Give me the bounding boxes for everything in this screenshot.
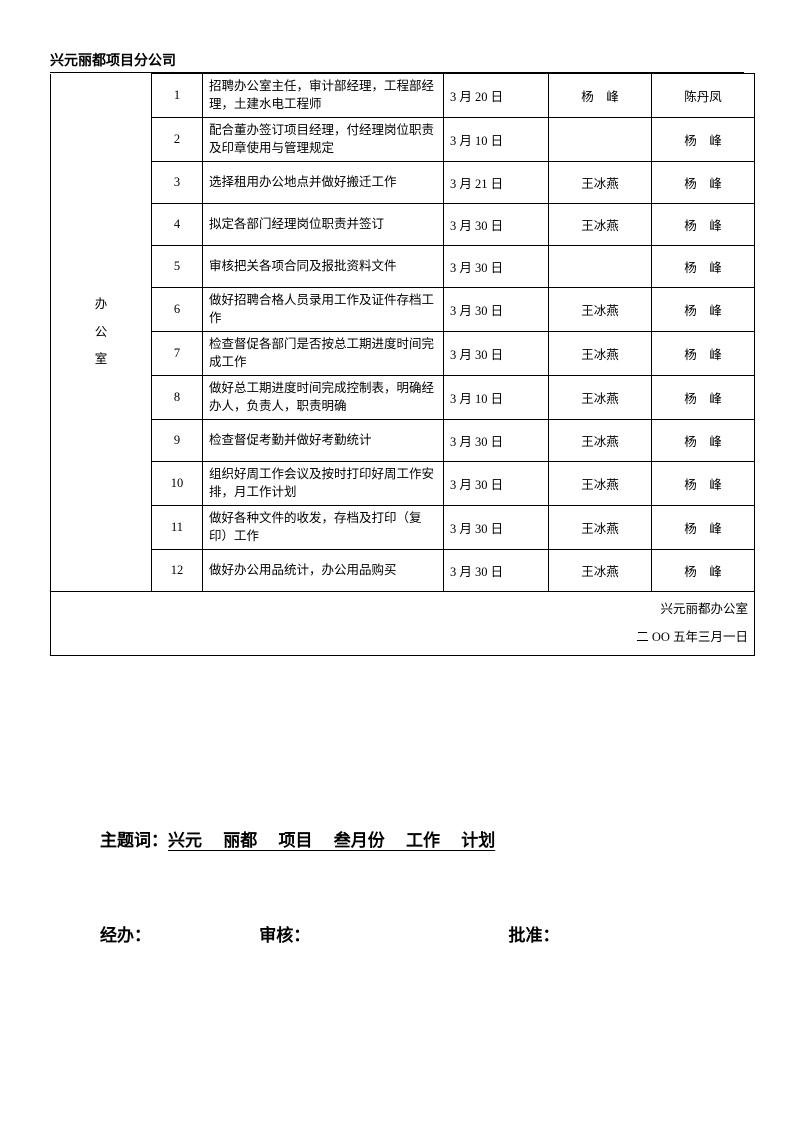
table-row: 办公室1招聘办公室主任，审计部经理，工程部经理，土建水电工程师3 月 20 日杨… <box>51 74 755 118</box>
row-person2: 杨 峰 <box>652 420 755 462</box>
table-row: 11做好各种文件的收发，存档及打印（复印）工作3 月 30 日王冰燕杨 峰 <box>51 506 755 550</box>
row-desc: 做好总工期进度时间完成控制表，明确经办人，负责人，职责明确 <box>203 376 444 420</box>
row-date: 3 月 30 日 <box>444 246 549 288</box>
row-number: 1 <box>152 74 203 118</box>
review-label: 审核： <box>259 921 504 946</box>
table-row: 5审核把关各项合同及报批资料文件3 月 30 日 杨 峰 <box>51 246 755 288</box>
row-number: 3 <box>152 162 203 204</box>
row-desc: 配合董办签订项目经理，付经理岗位职责及印章使用与管理规定 <box>203 118 444 162</box>
row-person2: 杨 峰 <box>652 332 755 376</box>
table-row: 8做好总工期进度时间完成控制表，明确经办人，负责人，职责明确3 月 10 日王冰… <box>51 376 755 420</box>
row-person1: 王冰燕 <box>549 462 652 506</box>
row-date: 3 月 30 日 <box>444 288 549 332</box>
row-number: 5 <box>152 246 203 288</box>
row-number: 10 <box>152 462 203 506</box>
row-number: 6 <box>152 288 203 332</box>
row-desc: 检查督促考勤并做好考勤统计 <box>203 420 444 462</box>
row-person1: 杨 峰 <box>549 74 652 118</box>
row-desc: 组织好周工作会议及按时打印好周工作安排，月工作计划 <box>203 462 444 506</box>
dept-cell: 办公室 <box>51 74 152 592</box>
row-number: 9 <box>152 420 203 462</box>
row-person1: 王冰燕 <box>549 162 652 204</box>
row-person2: 杨 峰 <box>652 288 755 332</box>
row-number: 11 <box>152 506 203 550</box>
row-person1: 王冰燕 <box>549 204 652 246</box>
table-row: 4拟定各部门经理岗位职责并签订3 月 30 日王冰燕杨 峰 <box>51 204 755 246</box>
row-person1: 王冰燕 <box>549 420 652 462</box>
row-desc: 拟定各部门经理岗位职责并签订 <box>203 204 444 246</box>
row-desc: 审核把关各项合同及报批资料文件 <box>203 246 444 288</box>
row-date: 3 月 10 日 <box>444 376 549 420</box>
signature-line: 经办： 审核： 批准： <box>50 921 744 946</box>
row-person2: 杨 峰 <box>652 204 755 246</box>
table-row: 9检查督促考勤并做好考勤统计3 月 30 日王冰燕杨 峰 <box>51 420 755 462</box>
row-date: 3 月 30 日 <box>444 332 549 376</box>
table-row: 10组织好周工作会议及按时打印好周工作安排，月工作计划3 月 30 日王冰燕杨 … <box>51 462 755 506</box>
row-person2: 杨 峰 <box>652 550 755 592</box>
row-person1: 王冰燕 <box>549 288 652 332</box>
table-row: 3选择租用办公地点并做好搬迁工作3 月 21 日王冰燕杨 峰 <box>51 162 755 204</box>
row-person2: 杨 峰 <box>652 162 755 204</box>
subject-text: 兴元 丽都 项目 叁月份 工作 计划 <box>168 831 495 850</box>
row-date: 3 月 30 日 <box>444 506 549 550</box>
approve-label: 批准： <box>509 921 560 946</box>
row-desc: 选择租用办公地点并做好搬迁工作 <box>203 162 444 204</box>
row-person2: 杨 峰 <box>652 462 755 506</box>
row-desc: 检查督促各部门是否按总工期进度时间完成工作 <box>203 332 444 376</box>
row-person1 <box>549 246 652 288</box>
row-date: 3 月 10 日 <box>444 118 549 162</box>
row-person1: 王冰燕 <box>549 376 652 420</box>
row-desc: 做好办公用品统计，办公用品购买 <box>203 550 444 592</box>
row-date: 3 月 30 日 <box>444 462 549 506</box>
row-person1 <box>549 118 652 162</box>
row-person2: 杨 峰 <box>652 118 755 162</box>
row-date: 3 月 21 日 <box>444 162 549 204</box>
table-row: 2配合董办签订项目经理，付经理岗位职责及印章使用与管理规定3 月 10 日 杨 峰 <box>51 118 755 162</box>
row-desc: 做好招聘合格人员录用工作及证件存档工作 <box>203 288 444 332</box>
work-plan-table: 办公室1招聘办公室主任，审计部经理，工程部经理，土建水电工程师3 月 20 日杨… <box>50 73 755 656</box>
row-date: 3 月 30 日 <box>444 550 549 592</box>
company-header: 兴元丽都项目分公司 <box>50 50 744 73</box>
row-person2: 陈丹凤 <box>652 74 755 118</box>
subject-label: 主题词： <box>100 831 168 850</box>
row-desc: 招聘办公室主任，审计部经理，工程部经理，土建水电工程师 <box>203 74 444 118</box>
table-row: 12做好办公用品统计，办公用品购买3 月 30 日王冰燕杨 峰 <box>51 550 755 592</box>
row-number: 2 <box>152 118 203 162</box>
row-date: 3 月 30 日 <box>444 420 549 462</box>
row-person1: 王冰燕 <box>549 332 652 376</box>
row-date: 3 月 30 日 <box>444 204 549 246</box>
row-person1: 王冰燕 <box>549 550 652 592</box>
row-number: 4 <box>152 204 203 246</box>
footer-org: 兴元丽都办公室 <box>57 596 748 624</box>
row-number: 8 <box>152 376 203 420</box>
table-footer-cell: 兴元丽都办公室二 OO 五年三月一日 <box>51 592 755 656</box>
table-row: 6做好招聘合格人员录用工作及证件存档工作3 月 30 日王冰燕杨 峰 <box>51 288 755 332</box>
row-number: 7 <box>152 332 203 376</box>
row-person2: 杨 峰 <box>652 376 755 420</box>
row-person2: 杨 峰 <box>652 246 755 288</box>
row-date: 3 月 20 日 <box>444 74 549 118</box>
subject-line: 主题词：兴元 丽都 项目 叁月份 工作 计划 <box>50 826 744 851</box>
footer-date: 二 OO 五年三月一日 <box>57 624 748 652</box>
row-desc: 做好各种文件的收发，存档及打印（复印）工作 <box>203 506 444 550</box>
table-footer-row: 兴元丽都办公室二 OO 五年三月一日 <box>51 592 755 656</box>
table-row: 7检查督促各部门是否按总工期进度时间完成工作3 月 30 日王冰燕杨 峰 <box>51 332 755 376</box>
dept-label: 办公室 <box>95 291 108 374</box>
row-number: 12 <box>152 550 203 592</box>
handler-label: 经办： <box>100 921 255 946</box>
row-person1: 王冰燕 <box>549 506 652 550</box>
row-person2: 杨 峰 <box>652 506 755 550</box>
